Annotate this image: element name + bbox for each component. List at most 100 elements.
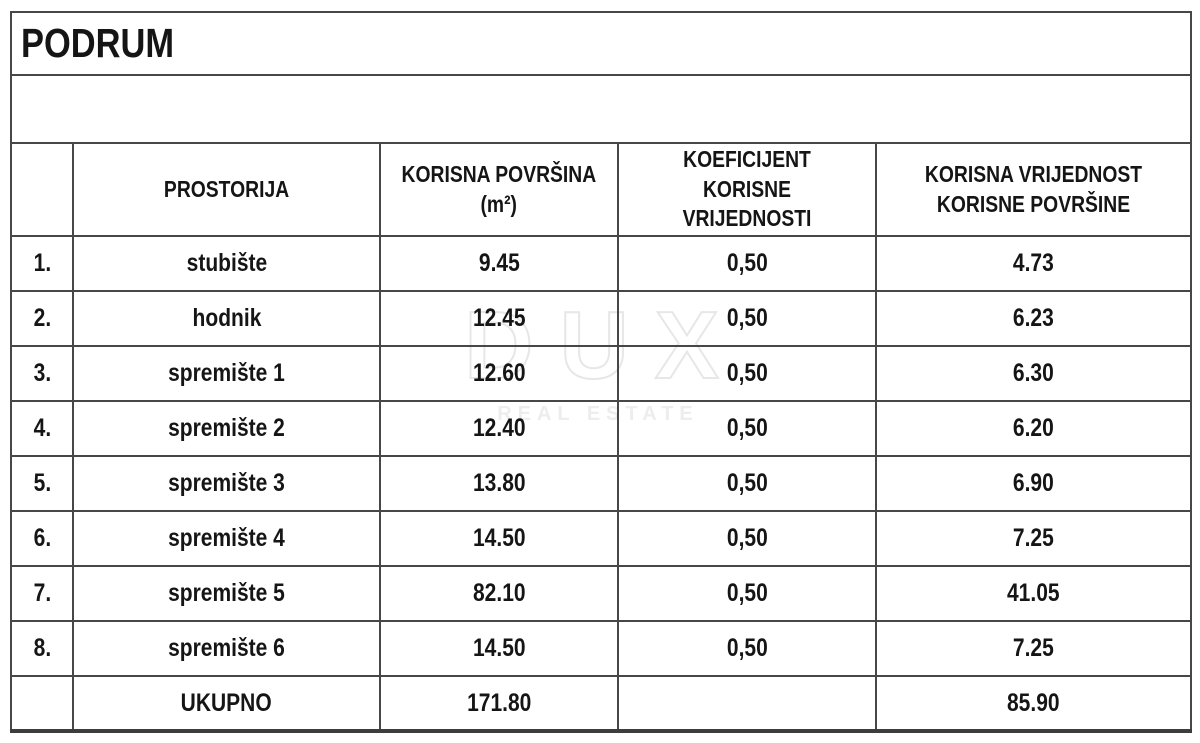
- coefficient-value: 0,50: [726, 249, 768, 277]
- useful-value: 41.05: [1007, 579, 1060, 607]
- cell-row-number: 2.: [10, 290, 74, 347]
- area-value: 12.60: [472, 359, 526, 387]
- coefficient-value: 0,50: [726, 359, 768, 387]
- cell-coefficient: 0,50: [617, 400, 877, 457]
- useful-value: 6.20: [1013, 414, 1054, 442]
- podrum-area-table: PODRUM PROSTORIJA KORISNA POVRŠINA (m²) …: [9, 11, 1193, 733]
- table-row: 6. spremište 4 14.50 0,50 7.25: [10, 510, 1193, 567]
- cell-area: 12.45: [379, 290, 619, 347]
- total-value-cell: 85.90: [874, 675, 1193, 732]
- room-name: spremište 3: [168, 469, 285, 497]
- header-number-cell: [10, 142, 74, 237]
- cell-area: 13.80: [379, 455, 619, 512]
- coefficient-value: 0,50: [726, 469, 768, 497]
- cell-room: spremište 2: [72, 400, 381, 457]
- area-value: 13.80: [472, 469, 526, 497]
- total-label: UKUPNO: [180, 688, 273, 717]
- area-value: 82.10: [472, 579, 526, 607]
- header-coefficient-cell: KOEFICIJENT KORISNE VRIJEDNOSTI: [617, 142, 877, 237]
- cell-area: 14.50: [379, 510, 619, 567]
- cell-area: 12.60: [379, 345, 619, 402]
- table-row: 4. spremište 2 12.40 0,50 6.20: [10, 400, 1193, 457]
- header-area-label-line1: KORISNA POVRŠINA: [401, 160, 597, 187]
- cell-coefficient: 0,50: [617, 235, 877, 292]
- area-value: 14.50: [472, 524, 526, 552]
- total-area-value: 171.80: [466, 688, 532, 717]
- cell-useful-value: 7.25: [874, 510, 1193, 567]
- cell-row-number: 6.: [10, 510, 74, 567]
- cell-row-number: 4.: [10, 400, 74, 457]
- header-area-cell: KORISNA POVRŠINA (m²): [379, 142, 619, 237]
- cell-row-number: 5.: [10, 455, 74, 512]
- room-name: spremište 1: [168, 359, 285, 387]
- table-row: 7. spremište 5 82.10 0,50 41.05: [10, 565, 1193, 622]
- row-number: 7.: [33, 579, 51, 607]
- table-row: 5. spremište 3 13.80 0,50 6.90: [10, 455, 1193, 512]
- row-number: 1.: [33, 249, 51, 277]
- room-name: spremište 5: [168, 579, 285, 607]
- table-row: 2. hodnik 12.45 0,50 6.23: [10, 290, 1193, 347]
- spacer-row: [9, 74, 1193, 144]
- room-name: hodnik: [192, 304, 261, 332]
- cell-room: hodnik: [72, 290, 381, 347]
- table-row: 8. spremište 6 14.50 0,50 7.25: [10, 620, 1193, 677]
- cell-area: 12.40: [379, 400, 619, 457]
- cell-useful-value: 6.90: [874, 455, 1193, 512]
- area-value: 14.50: [472, 634, 526, 662]
- header-area-label-line2: (m²): [480, 190, 518, 217]
- row-number: 5.: [33, 469, 51, 497]
- cell-room: spremište 6: [72, 620, 381, 677]
- room-name: spremište 6: [168, 634, 285, 662]
- cell-area: 9.45: [379, 235, 619, 292]
- cell-useful-value: 41.05: [874, 565, 1193, 622]
- useful-value: 6.23: [1013, 304, 1054, 332]
- cell-room: spremište 5: [72, 565, 381, 622]
- useful-value: 7.25: [1013, 634, 1054, 662]
- room-name: spremište 2: [168, 414, 285, 442]
- coefficient-value: 0,50: [726, 634, 768, 662]
- coefficient-value: 0,50: [726, 524, 768, 552]
- cell-room: stubište: [72, 235, 381, 292]
- total-area-cell: 171.80: [379, 675, 619, 732]
- cell-useful-value: 7.25: [874, 620, 1193, 677]
- page-title-cell: PODRUM: [9, 11, 1193, 76]
- cell-useful-value: 4.73: [874, 235, 1193, 292]
- cell-row-number: 8.: [10, 620, 74, 677]
- useful-value: 6.30: [1013, 359, 1054, 387]
- area-value: 9.45: [478, 249, 520, 277]
- cell-coefficient: 0,50: [617, 455, 877, 512]
- useful-value: 7.25: [1013, 524, 1054, 552]
- room-name: spremište 4: [168, 524, 285, 552]
- cell-coefficient: 0,50: [617, 510, 877, 567]
- cell-coefficient: 0,50: [617, 620, 877, 677]
- total-label-cell: UKUPNO: [72, 675, 381, 732]
- total-empty-number-cell: [10, 675, 74, 732]
- cell-coefficient: 0,50: [617, 345, 877, 402]
- spacer-cell: [9, 74, 1193, 144]
- table-header-row: PROSTORIJA KORISNA POVRŠINA (m²) KOEFICI…: [10, 142, 1193, 237]
- coefficient-value: 0,50: [726, 414, 768, 442]
- row-number: 3.: [33, 359, 51, 387]
- row-number: 8.: [33, 634, 51, 662]
- total-coefficient-cell: [617, 675, 877, 732]
- header-coefficient-label: KOEFICIJENT KORISNE VRIJEDNOSTI: [682, 145, 812, 232]
- table-total-row: UKUPNO 171.80 85.90: [10, 675, 1193, 732]
- header-value-label: KORISNA VRIJEDNOST KORISNE POVRŠINE: [924, 160, 1143, 217]
- area-value: 12.45: [472, 304, 526, 332]
- row-number: 6.: [33, 524, 51, 552]
- cell-room: spremište 1: [72, 345, 381, 402]
- room-name: stubište: [186, 249, 267, 277]
- cell-row-number: 3.: [10, 345, 74, 402]
- cell-room: spremište 3: [72, 455, 381, 512]
- cell-useful-value: 6.20: [874, 400, 1193, 457]
- table-row: 1. stubište 9.45 0,50 4.73: [10, 235, 1193, 292]
- page-title: PODRUM: [21, 20, 175, 66]
- useful-value: 4.73: [1013, 249, 1054, 277]
- cell-room: spremište 4: [72, 510, 381, 567]
- row-number: 2.: [33, 304, 51, 332]
- header-room-label: PROSTORIJA: [163, 175, 290, 202]
- cell-area: 14.50: [379, 620, 619, 677]
- cell-useful-value: 6.30: [874, 345, 1193, 402]
- cell-row-number: 7.: [10, 565, 74, 622]
